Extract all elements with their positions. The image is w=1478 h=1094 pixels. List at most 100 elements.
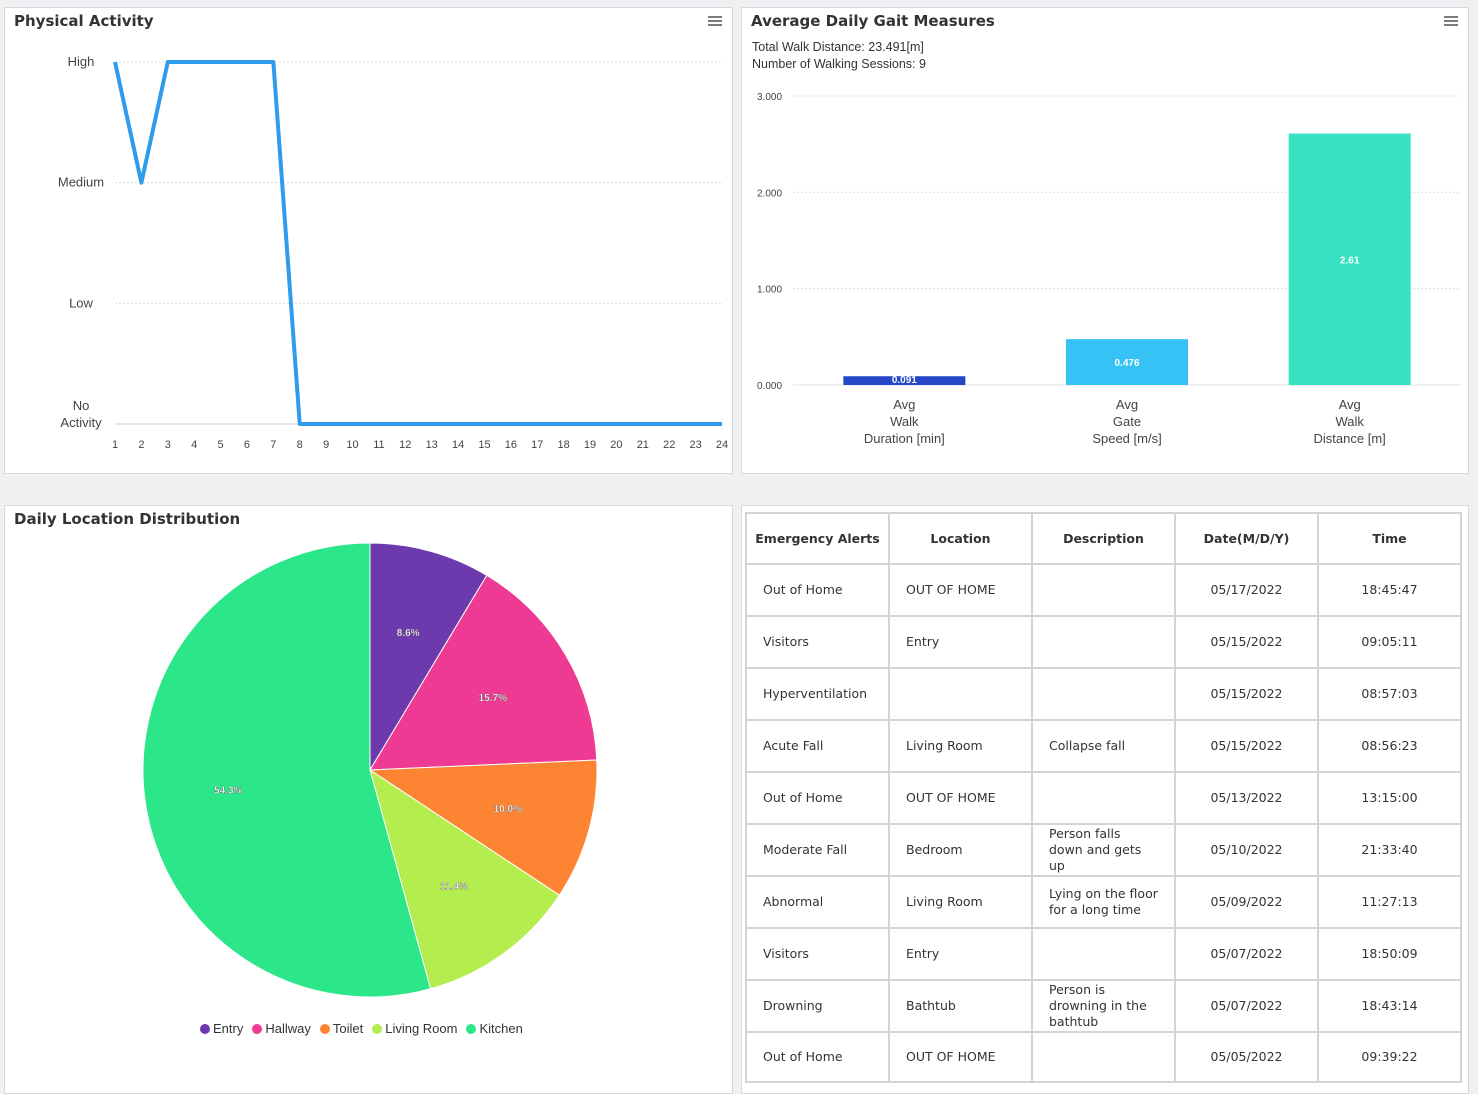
alert-type-cell: Out of Home xyxy=(745,1031,890,1083)
pie-slice-label: 10.0% xyxy=(494,804,522,815)
legend-dot-icon xyxy=(372,1023,383,1034)
alert-row[interactable]: Out of Home OUT OF HOME 05/17/2022 18:45:47 xyxy=(745,563,1462,617)
pie-slice-label: 11.4% xyxy=(440,882,468,893)
time-cell: 11:27:13 xyxy=(1317,875,1462,929)
description-cell xyxy=(1031,563,1176,617)
x-tick-label: Avg Walk Distance [m] xyxy=(1314,397,1386,446)
x-tick-label: 16 xyxy=(505,439,517,451)
legend-dot-icon xyxy=(200,1023,210,1034)
legend-dot-icon xyxy=(319,1023,330,1034)
date-cell: 05/13/2022 xyxy=(1174,771,1319,825)
x-tick-label: 6 xyxy=(244,439,250,451)
alert-type-cell: Visitors xyxy=(745,927,890,981)
location-cell: Bedroom xyxy=(888,823,1033,877)
description-cell xyxy=(1031,1031,1176,1083)
x-tick-label: Avg Walk Duration [min] xyxy=(864,397,945,446)
location-cell: OUT OF HOME xyxy=(888,1031,1033,1083)
bar xyxy=(843,376,966,385)
y-tick-label: 3.000 xyxy=(757,92,782,103)
legend-item[interactable]: Living Room xyxy=(372,1021,457,1036)
total-walk-distance: Total Walk Distance: 23.491[m] xyxy=(752,40,924,54)
header-location[interactable]: Location xyxy=(888,512,1033,565)
x-tick-label: 14 xyxy=(452,439,464,451)
alert-type-cell: Out of Home xyxy=(745,563,890,617)
location-cell: OUT OF HOME xyxy=(888,563,1033,617)
y-tick-label: High xyxy=(68,54,95,69)
description-cell xyxy=(1031,667,1176,721)
location-cell: Entry xyxy=(888,927,1033,981)
date-cell: 05/17/2022 xyxy=(1174,563,1319,617)
alert-row[interactable]: Acute Fall Living Room Collapse fall 05/15/… xyxy=(745,719,1462,773)
date-cell: 05/15/2022 xyxy=(1174,667,1319,721)
activity-line xyxy=(113,60,722,426)
time-cell: 21:33:40 xyxy=(1317,823,1462,877)
x-tick-label: 10 xyxy=(346,439,358,451)
physical-activity-panel: Physical Activity xyxy=(4,7,733,474)
legend-item[interactable]: Kitchen xyxy=(466,1021,523,1036)
x-tick-label: 17 xyxy=(531,439,543,451)
pie-slice xyxy=(142,542,432,998)
pie-legend: Entry Hallway Toilet Living Room Kitchen xyxy=(200,1021,523,1036)
description-cell xyxy=(1031,771,1176,825)
x-tick-label: 12 xyxy=(399,439,411,451)
header-description[interactable]: Description xyxy=(1031,512,1176,565)
location-cell: OUT OF HOME xyxy=(888,771,1033,825)
description-cell xyxy=(1031,615,1176,669)
alert-row[interactable]: Moderate Fall Bedroom Person falls down an… xyxy=(745,823,1462,877)
x-tick-label: 20 xyxy=(610,439,622,451)
pie-slice-label: 8.6% xyxy=(397,628,420,639)
hamburger-menu-icon[interactable] xyxy=(708,16,722,26)
x-tick-label: 23 xyxy=(689,439,701,451)
bar-data-label: 2.61 xyxy=(1340,255,1360,266)
legend-item[interactable]: Hallway xyxy=(252,1021,311,1036)
x-tick-label: 22 xyxy=(663,439,675,451)
x-tick-label: 18 xyxy=(558,439,570,451)
bar xyxy=(1288,133,1411,385)
location-pie-chart: 8.6% 15.7% 10.0% 11.4% 54.3% xyxy=(142,542,598,998)
bar xyxy=(1066,339,1188,385)
x-tick-label: 8 xyxy=(297,439,303,451)
gait-title: Average Daily Gait Measures xyxy=(751,12,995,30)
legend-item[interactable]: Entry xyxy=(200,1021,243,1036)
x-tick-label: 4 xyxy=(191,439,197,451)
alert-type-cell: Abnormal xyxy=(745,875,890,929)
y-tick-label: Medium xyxy=(58,175,104,190)
time-cell: 18:45:47 xyxy=(1317,563,1462,617)
legend-item[interactable]: Toilet xyxy=(319,1021,363,1036)
alert-row[interactable]: Abnormal Living Room Lying on the floor fo… xyxy=(745,875,1462,929)
description-cell xyxy=(1031,927,1176,981)
date-cell: 05/15/2022 xyxy=(1174,719,1319,773)
bar-data-label: 0.091 xyxy=(892,375,917,386)
x-tick-label: 5 xyxy=(218,439,224,451)
time-cell: 09:39:22 xyxy=(1317,1031,1462,1083)
pie-slice xyxy=(368,759,598,896)
alert-type-cell: Out of Home xyxy=(745,771,890,825)
time-cell: 18:43:14 xyxy=(1317,979,1462,1033)
header-time[interactable]: Time xyxy=(1317,512,1462,565)
bar-data-label: 0.476 xyxy=(1114,358,1139,369)
alert-row[interactable]: Visitors Entry 05/15/2022 09:05:11 xyxy=(745,615,1462,669)
alert-row[interactable]: Out of Home OUT OF HOME 05/05/2022 09:39:22 xyxy=(745,1031,1462,1083)
hamburger-menu-icon[interactable] xyxy=(1444,16,1458,26)
alert-row[interactable]: Visitors Entry 05/07/2022 18:50:09 xyxy=(745,927,1462,981)
x-tick-label: 19 xyxy=(584,439,596,451)
pie-slice-label: 54.3% xyxy=(214,785,242,796)
header-date[interactable]: Date(M/D/Y) xyxy=(1174,512,1319,565)
alert-row[interactable]: Hyperventilation 05/15/2022 08:57:03 xyxy=(745,667,1462,721)
alert-type-cell: Drowning xyxy=(745,979,890,1033)
alert-type-cell: Moderate Fall xyxy=(745,823,890,877)
x-tick-label: Avg Gate Speed [m/s] xyxy=(1092,397,1161,446)
alert-row[interactable]: Drowning Bathtub Person is drowning in the… xyxy=(745,979,1462,1033)
x-tick-label: 7 xyxy=(270,439,276,451)
legend-label: Hallway xyxy=(265,1021,311,1036)
date-cell: 05/09/2022 xyxy=(1174,875,1319,929)
alert-type-cell: Visitors xyxy=(745,615,890,669)
alert-row[interactable]: Out of Home OUT OF HOME 05/13/2022 13:15:00 xyxy=(745,771,1462,825)
pie-slice-label: 15.7% xyxy=(479,693,507,704)
legend-label: Living Room xyxy=(385,1021,458,1036)
y-tick-label: No Activity xyxy=(60,398,102,430)
y-tick-label: 0.000 xyxy=(757,381,782,392)
x-tick-label: 3 xyxy=(165,439,171,451)
date-cell: 05/07/2022 xyxy=(1174,927,1319,981)
header-emergency-alerts[interactable]: Emergency Alerts xyxy=(745,512,890,565)
